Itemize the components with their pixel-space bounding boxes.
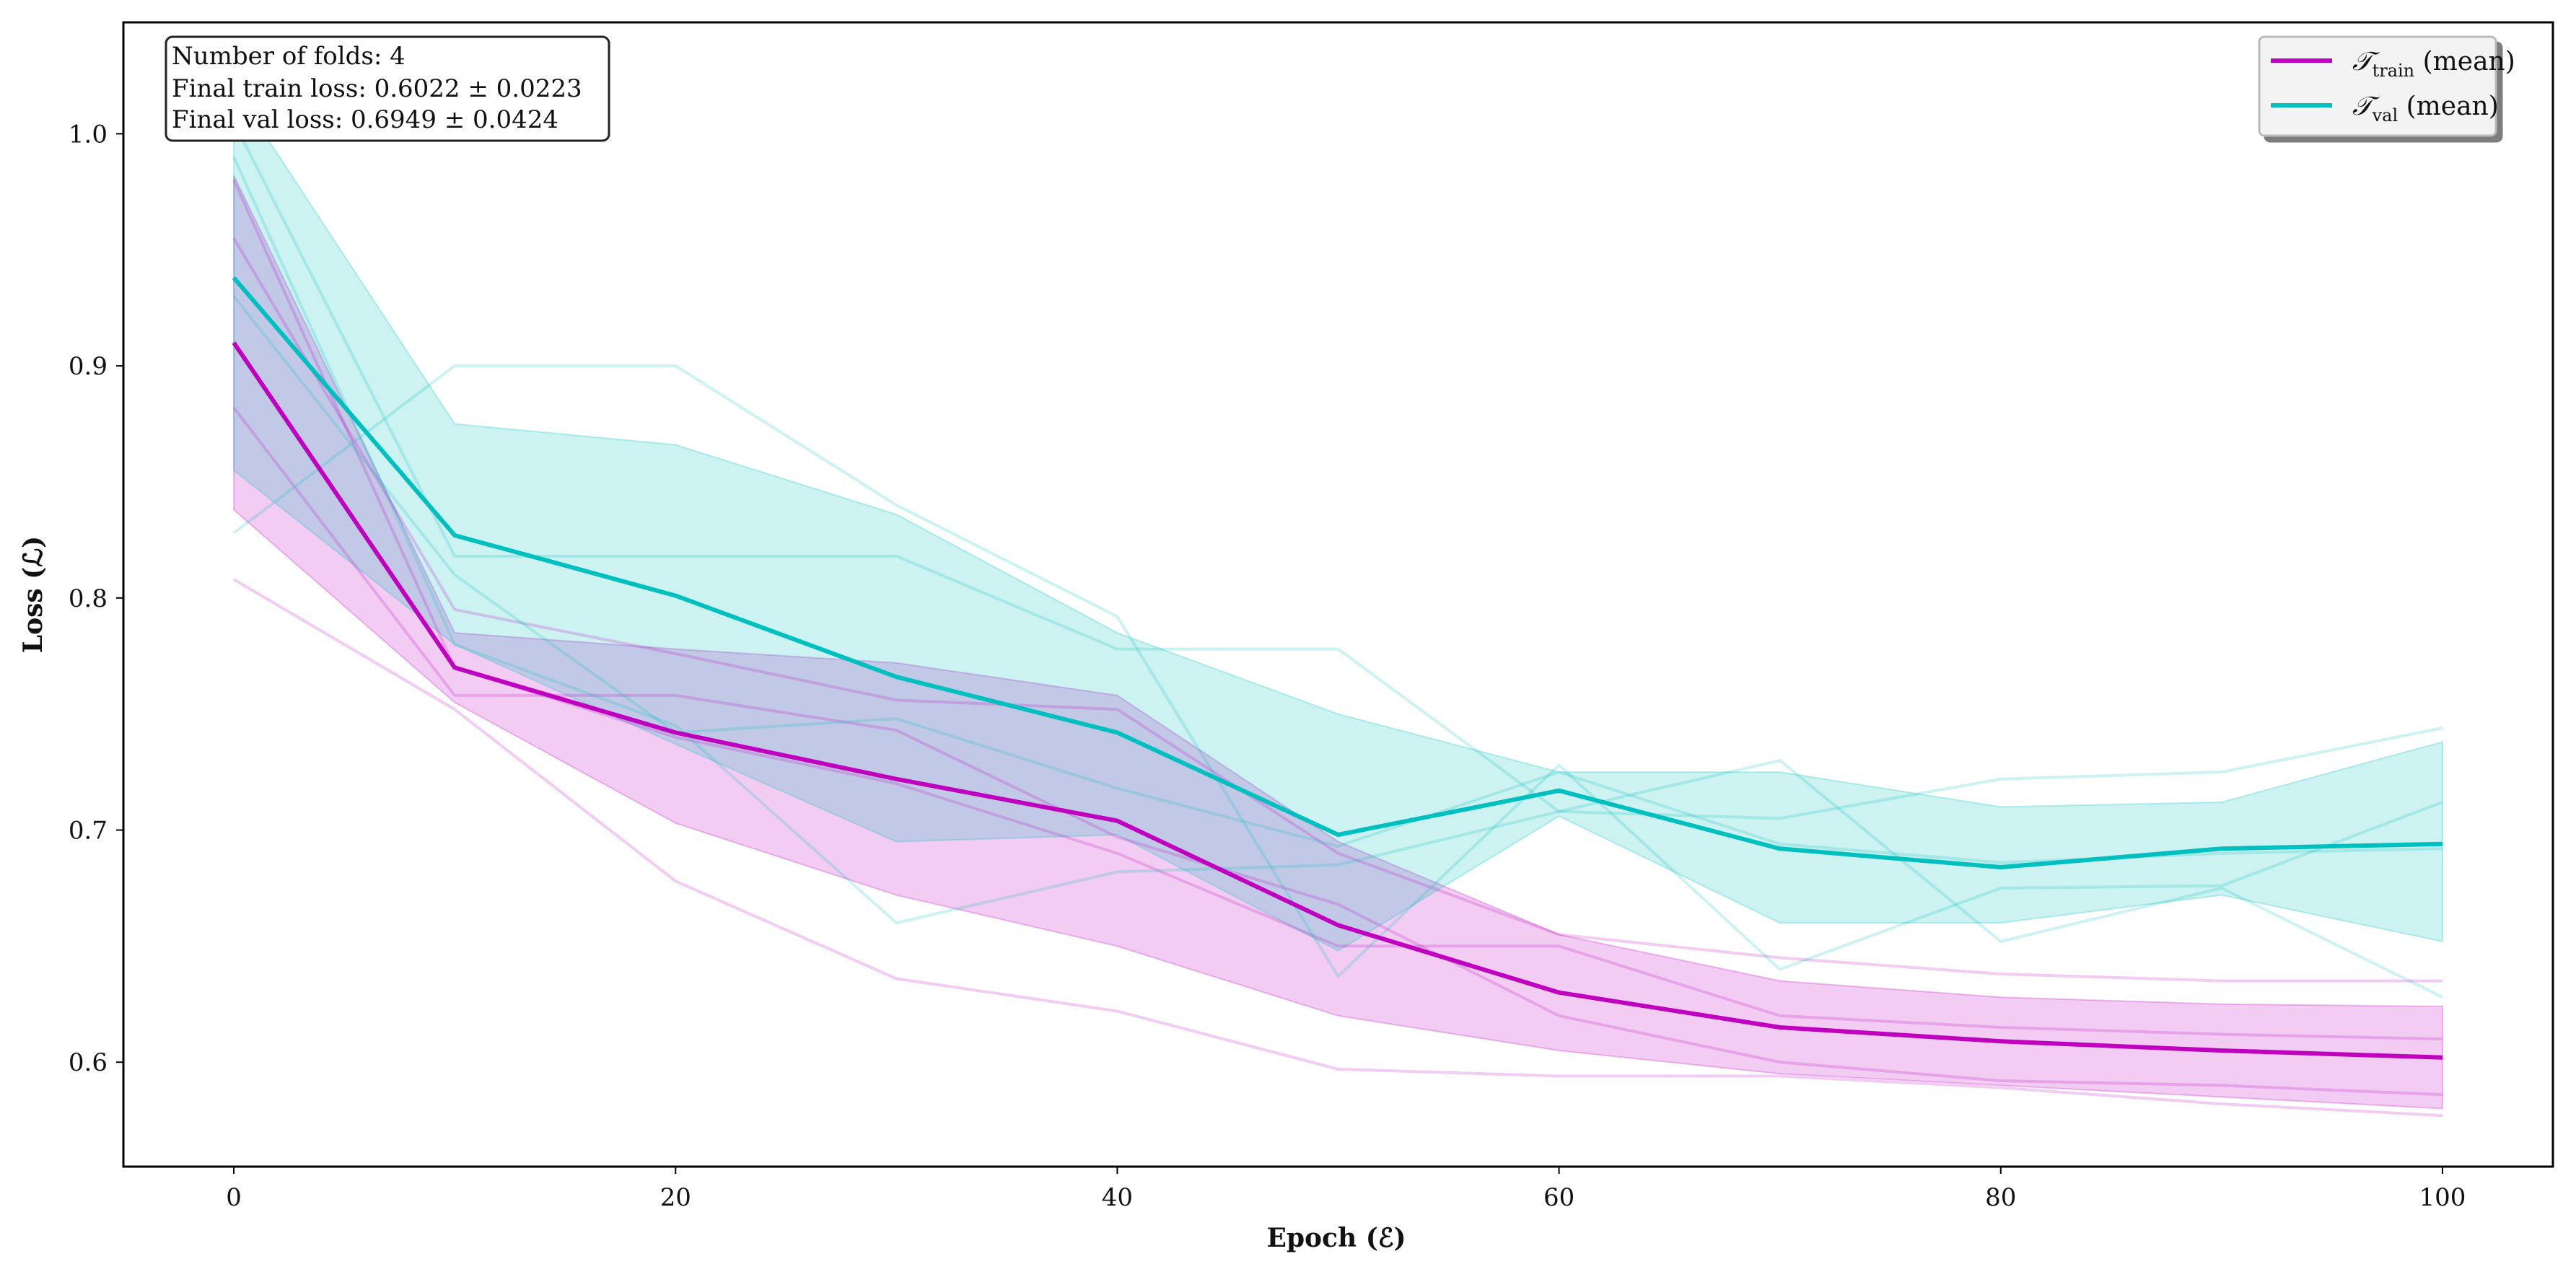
val-std-band xyxy=(233,84,2443,952)
y-tick-label: 0.6 xyxy=(69,1048,108,1077)
plot-frame xyxy=(122,21,2554,1168)
val-fold-line-1 xyxy=(232,121,2443,999)
val-fold-line-3 xyxy=(232,156,2443,925)
info-train-loss: Final train loss: 0.6022 ± 0.0223 xyxy=(172,74,582,103)
y-tick-label: 0.8 xyxy=(69,584,108,613)
x-tick-label: 40 xyxy=(1102,1183,1133,1212)
legend-entry-train: 𝒯train (mean) xyxy=(2271,47,2515,81)
legend-val-subscript: val xyxy=(2372,105,2398,126)
train-std-band xyxy=(233,175,2443,1110)
legend-train-suffix: (mean) xyxy=(2423,47,2515,76)
legend: 𝒯train (mean) 𝒯val (mean) xyxy=(2258,35,2515,137)
x-tick-label: 0 xyxy=(226,1183,242,1212)
val-fold-line-2 xyxy=(232,364,2443,979)
info-box-frame xyxy=(165,35,610,142)
x-axis-ticks: 0 20 40 60 80 100 xyxy=(226,1167,2466,1212)
y-tick-label: 1.0 xyxy=(69,120,108,149)
y-tick-label: 0.7 xyxy=(69,817,108,846)
train-fold-line-4 xyxy=(232,578,2443,1118)
x-tick-label: 20 xyxy=(660,1183,691,1212)
legend-train-subscript: train xyxy=(2373,61,2415,81)
x-tick-label: 100 xyxy=(2419,1183,2466,1212)
x-axis-label: Epoch (ℰ) xyxy=(1266,1223,1406,1253)
mean-lines xyxy=(232,276,2443,1060)
legend-entry-val: 𝒯val (mean) xyxy=(2271,92,2499,126)
train-fold-line-2 xyxy=(232,406,2443,1097)
fold-lines xyxy=(232,121,2443,1118)
val-mean-line xyxy=(232,276,2443,869)
info-val-loss: Final val loss: 0.6949 ± 0.0424 xyxy=(172,105,558,134)
info-box: Number of folds: 4 Final train loss: 0.6… xyxy=(165,35,610,142)
legend-val-label: 𝒯val (mean) xyxy=(2352,92,2499,126)
train-fold-line-3 xyxy=(232,179,2443,1041)
train-fold-line-1 xyxy=(232,237,2443,983)
y-axis-label: Loss (ℒ) xyxy=(18,536,48,653)
info-folds: Number of folds: 4 xyxy=(172,42,406,71)
train-mean-line xyxy=(232,341,2443,1060)
x-tick-label: 60 xyxy=(1543,1183,1574,1212)
y-tick-label: 0.9 xyxy=(69,352,108,381)
y-axis-ticks: 0.6 0.7 0.8 0.9 1.0 xyxy=(69,120,123,1077)
legend-val-suffix: (mean) xyxy=(2406,92,2499,121)
x-tick-label: 80 xyxy=(1985,1183,2016,1212)
std-bands xyxy=(233,84,2443,1110)
legend-train-label: 𝒯train (mean) xyxy=(2352,47,2515,81)
